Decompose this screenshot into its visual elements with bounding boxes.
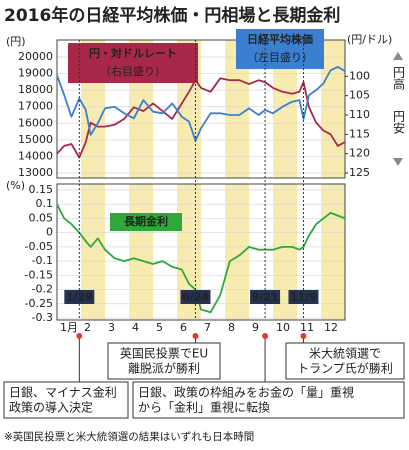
y-tick-label: 18000: [18, 83, 53, 96]
y-tick-label: 0.1: [36, 197, 54, 210]
y-tick-label: 0.15: [29, 183, 54, 196]
x-tick-label: 3: [108, 321, 115, 334]
legend-label: 長期金利: [124, 214, 168, 228]
note-box: [132, 381, 405, 419]
event-label: 6/24: [182, 291, 209, 304]
event-dot: [192, 333, 199, 339]
x-tick-label: 10: [276, 321, 290, 334]
series-line: [56, 77, 346, 159]
arrow-down: [393, 158, 403, 166]
y-tick-label: 15000: [18, 133, 53, 146]
note-text: 英国民投票でEU: [120, 346, 208, 361]
legend-label: 日経平均株価: [247, 32, 313, 46]
legend-label: 円・対ドルレート: [89, 46, 177, 60]
note-text: 米大統領選で: [309, 346, 381, 361]
x-tick-label: 9: [252, 321, 259, 334]
event-label: 11/9: [290, 291, 317, 304]
month-stripe: [321, 40, 345, 178]
note-text: 日銀、政策の枠組みをお金の「量」重視: [138, 385, 354, 400]
x-tick-label: 2: [84, 321, 91, 334]
event-label-box: [250, 290, 281, 304]
y-tick-label: 0.05: [29, 211, 54, 224]
y-tick-label: 16000: [18, 116, 53, 129]
y-tick-label: 0: [46, 226, 53, 239]
note-text: 日銀、マイナス金利: [9, 385, 117, 400]
y2-tick-label: 100: [349, 69, 370, 82]
event-dot: [300, 333, 307, 339]
x-tick-label: 5: [156, 321, 163, 334]
y-tick-label: 14000: [18, 149, 53, 162]
x-tick-label: 11: [300, 321, 314, 334]
legend-note: （左目盛り）: [247, 50, 313, 64]
note-text: から「金利」重視に転換: [138, 400, 270, 415]
x-tick-label: 6: [180, 321, 187, 334]
legend-box: [236, 29, 324, 69]
note-text: 離脱派が勝利: [128, 361, 200, 376]
y-tick-label: -0.15: [25, 268, 53, 281]
note-box: [285, 342, 405, 380]
footnote: ※英国民投票と米大統領選の結果はいずれも日本時間: [4, 430, 254, 443]
y-tick-label: 20000: [18, 50, 53, 63]
event-label: 9/21: [252, 291, 279, 304]
y2-axis-label: (円/ドル): [347, 33, 392, 46]
event-dot: [76, 333, 83, 339]
legend-box: [110, 213, 182, 231]
event-label-box: [64, 290, 95, 304]
y-tick-label: -0.3: [32, 311, 53, 324]
y-tick-label: 13000: [18, 166, 53, 179]
x-tick-label: 1月: [60, 321, 78, 334]
note-text: 政策の導入決定: [9, 400, 93, 415]
month-stripe: [321, 184, 345, 320]
event-label-box: [288, 290, 319, 304]
direction-label: 円安: [392, 110, 406, 134]
y2-tick-label: 115: [349, 127, 370, 140]
plot-frame: [56, 183, 346, 321]
y-tick-label: 19000: [18, 67, 53, 80]
event-dot: [262, 333, 269, 339]
event-label: 1/29: [66, 291, 93, 304]
y-tick-label: -0.05: [25, 240, 53, 253]
series-line: [56, 66, 346, 142]
event-label-box: [180, 290, 211, 304]
y-tick-label: 17000: [18, 100, 53, 113]
x-tick-label: 7: [204, 321, 211, 334]
note-box: [107, 342, 221, 380]
legend-box: [68, 43, 198, 83]
legend-note: （右目盛り）: [100, 64, 166, 78]
chart-title: 2016年の日経平均株価・円相場と長期金利: [4, 5, 340, 26]
y2-tick-label: 120: [349, 147, 370, 160]
y-tick-label: -0.2: [32, 283, 53, 296]
y-axis-label: (%): [6, 179, 25, 192]
month-stripe: [225, 184, 249, 320]
x-tick-label: 4: [132, 321, 139, 334]
y2-tick-label: 105: [349, 89, 370, 102]
x-tick-label: 8: [228, 321, 235, 334]
y-axis-label: (円): [6, 35, 26, 48]
month-stripe: [129, 184, 153, 320]
y2-tick-label: 125: [349, 166, 370, 179]
arrow-up: [393, 52, 403, 60]
y-tick-label: -0.25: [25, 297, 53, 310]
direction-label: 円高: [392, 66, 406, 91]
x-tick-label: 12: [324, 321, 338, 334]
y-tick-label: -0.1: [32, 254, 53, 267]
note-box: [3, 381, 129, 419]
plot-frame: [56, 39, 346, 179]
series-line: [56, 203, 346, 314]
note-text: トランプ氏が勝利: [297, 361, 393, 376]
y2-tick-label: 110: [349, 108, 370, 121]
